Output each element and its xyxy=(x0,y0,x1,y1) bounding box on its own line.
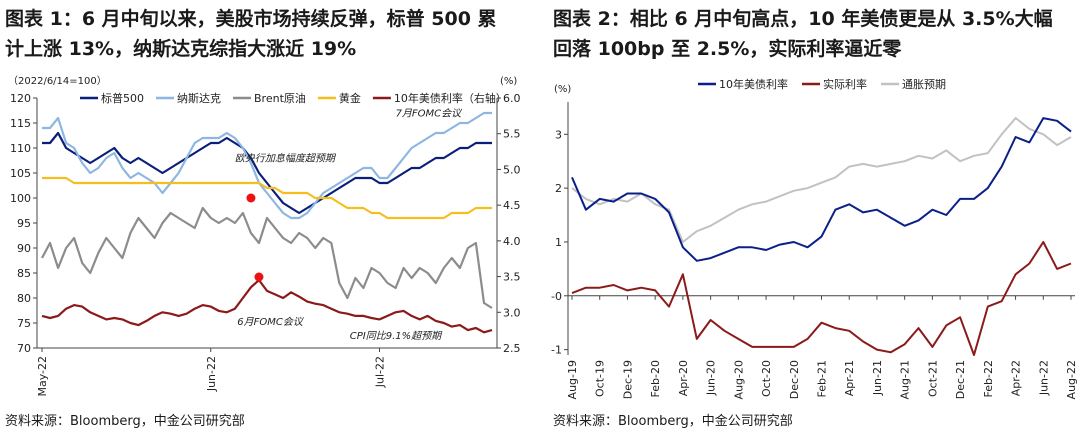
highlight-point-0 xyxy=(254,272,264,282)
left-source-note: 资料来源：Bloomberg，中金公司研究部 xyxy=(5,414,245,429)
y-right-tick-label: 3.0 xyxy=(503,306,521,319)
x-tick-label: Apr-21 xyxy=(843,360,856,396)
y-left-tick-label: 110 xyxy=(10,142,31,155)
y-right-tick-label: 5.5 xyxy=(503,128,521,141)
y-left-tick-label: 100 xyxy=(10,192,31,205)
right-axis-unit-note: (%) xyxy=(500,76,517,87)
y-right-tick-label: 5.0 xyxy=(503,163,521,176)
x-tick-label: Feb-22 xyxy=(982,360,995,397)
y-tick-label: 3 xyxy=(555,128,562,141)
series-line-3 xyxy=(42,176,492,220)
annotation-0: 欧央行加息幅度超预期 xyxy=(235,153,337,165)
series-line-2 xyxy=(571,117,1072,243)
legend-label-2: 通胀预期 xyxy=(902,78,946,91)
series-line-2 xyxy=(41,206,493,309)
x-tick-label: Oct-20 xyxy=(760,360,773,397)
y-right-tick-label: 4.5 xyxy=(503,199,521,212)
series-line-0 xyxy=(571,117,1072,262)
y-left-tick-label: 90 xyxy=(17,242,31,255)
y-right-tick-label: 3.5 xyxy=(503,271,521,284)
left-axis-unit-note: （2022/6/14=100） xyxy=(8,75,107,87)
legend-label-2: Brent原油 xyxy=(254,91,306,105)
x-tick-label: Aug-19 xyxy=(566,360,579,399)
y-tick-label: -1 xyxy=(551,344,562,357)
y-right-tick-label: 4.0 xyxy=(503,235,521,248)
legend-label-3: 黄金 xyxy=(339,91,361,105)
y-left-tick-label: 80 xyxy=(17,292,31,305)
x-tick-label: Feb-21 xyxy=(816,360,829,397)
x-tick-label: Dec-21 xyxy=(954,360,967,399)
left-chart-title: 图表 1：6 月中旬以来，美股市场持续反弹，标普 500 累 计上涨 13%，纳… xyxy=(5,4,530,64)
x-tick-label: Dec-19 xyxy=(621,360,634,399)
right-title-line2: 回落 100bp 至 2.5%，实际利率逼近零 xyxy=(553,38,902,60)
y-tick-label: 1 xyxy=(555,236,562,249)
right-chart-title: 图表 2：相比 6 月中旬高点，10 年美债更是从 3.5%大幅 回落 100b… xyxy=(553,4,1078,64)
legend-label-0: 标普500 xyxy=(101,91,144,105)
right-line-chart: (%) 10年美债利率 实际利率 通胀预期 -1 -0 1 2 3 Aug-19 Oct-19 Dec… xyxy=(551,77,1078,399)
y-left-tick-label: 95 xyxy=(17,217,31,230)
x-tick-label: Oct-19 xyxy=(594,360,607,397)
y-left-tick-label: 115 xyxy=(10,117,31,130)
right-title-line1: 图表 2：相比 6 月中旬高点，10 年美债更是从 3.5%大幅 xyxy=(553,8,1053,30)
series-line-1 xyxy=(571,241,1072,356)
highlight-point-1 xyxy=(246,193,256,203)
x-tick-label: Jun-21 xyxy=(871,360,884,396)
y-left-tick-label: 70 xyxy=(17,342,31,355)
left-chart-panel: 图表 1：6 月中旬以来，美股市场持续反弹，标普 500 累 计上涨 13%，纳… xyxy=(0,0,532,436)
legend-label-1: 纳斯达克 xyxy=(177,92,221,105)
legend-label-1: 实际利率 xyxy=(823,77,867,91)
annotation-1: 7月FOMC会议 xyxy=(396,108,464,120)
y-left-tick-label: 105 xyxy=(10,167,31,180)
y-left-tick-label: 75 xyxy=(17,317,31,330)
x-tick-label: Apr-20 xyxy=(677,360,690,396)
series-line-4 xyxy=(41,279,493,334)
legend-label-4: 10年美债利率（右轴） xyxy=(394,91,507,105)
x-tick-label: Oct-21 xyxy=(926,360,939,397)
left-title-line2: 计上涨 13%，纳斯达克综指大涨近 19% xyxy=(5,38,357,60)
y-tick-label: 2 xyxy=(555,182,562,195)
series-line-1 xyxy=(42,111,492,220)
x-tick-label: Jul-22 xyxy=(374,356,387,388)
x-tick-label: Dec-20 xyxy=(788,360,801,399)
annotation-2: 6月FOMC会议 xyxy=(237,316,305,328)
right-chart-panel: 图表 2：相比 6 月中旬高点，10 年美债更是从 3.5%大幅 回落 100b… xyxy=(548,0,1080,436)
unit-note: (%) xyxy=(554,84,571,95)
x-tick-label: May-22 xyxy=(36,356,49,397)
x-tick-label: Aug-22 xyxy=(1065,360,1078,399)
y-left-tick-label: 85 xyxy=(17,267,31,280)
x-tick-label: Apr-22 xyxy=(1010,360,1023,396)
series-line-0 xyxy=(42,131,492,215)
y-tick-label: -0 xyxy=(551,290,562,303)
legend-label-0: 10年美债利率 xyxy=(719,77,788,91)
y-right-tick-label: 6.0 xyxy=(503,92,521,105)
x-tick-label: Jun-22 xyxy=(1037,360,1050,396)
x-tick-label: Jun-20 xyxy=(705,360,718,396)
x-tick-label: Jun-22 xyxy=(205,356,218,392)
left-title-line1: 图表 1：6 月中旬以来，美股市场持续反弹，标普 500 累 xyxy=(5,8,497,30)
y-left-tick-label: 120 xyxy=(10,92,31,105)
left-line-chart: （2022/6/14=100） (%) 标普500 纳斯达克 Brent原油 黄金 10年美… xyxy=(8,75,521,397)
y-right-tick-label: 2.5 xyxy=(503,342,521,355)
x-tick-label: Aug-20 xyxy=(732,360,745,399)
right-source-note: 资料来源：Bloomberg，中金公司研究部 xyxy=(553,414,793,429)
x-tick-label: Aug-21 xyxy=(899,360,912,399)
annotation-3: CPI同比9.1%超预期 xyxy=(350,330,443,342)
x-tick-label: Feb-20 xyxy=(649,360,662,397)
